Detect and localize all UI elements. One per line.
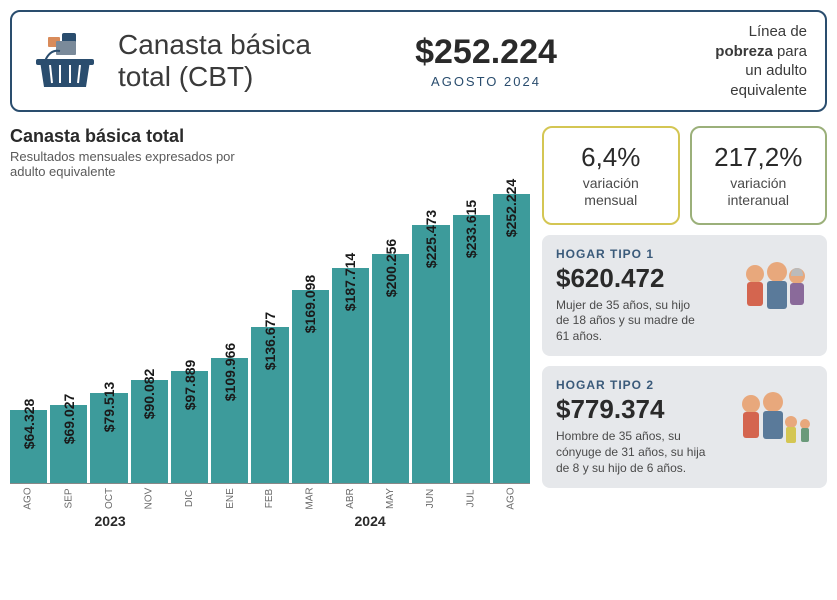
title-line2: total (CBT) [118,61,368,93]
bar: $187.714 [332,268,369,484]
variation-monthly-box: 6,4% variaciónmensual [542,126,680,225]
month-label: MAR [305,487,316,509]
hogar-2-value: $779.374 [556,394,725,425]
bar: $79.513 [90,393,127,484]
family-4-icon [735,388,813,466]
bar-wrap: $136.677FEB [251,189,288,484]
header-title: Canasta básica total (CBT) [118,29,368,93]
variation-monthly-percent: 6,4% [550,142,672,173]
bar-value-label: $225.473 [423,210,439,268]
chart-subtitle: Resultados mensuales expresados poradult… [10,149,530,179]
year-2024: 2024 [210,513,530,529]
bar-wrap: $69.027SEP [50,189,87,484]
month-label: NOV [144,488,155,510]
bar-wrap: $252.224AGO [493,189,530,484]
bar-value-label: $64.328 [21,399,37,450]
bar-chart: $64.328AGO$69.027SEP$79.513OCT$90.082NOV… [10,189,530,529]
bar-value-label: $136.677 [262,312,278,370]
chart-column: Canasta básica total Resultados mensuale… [10,126,530,529]
bar-value-label: $79.513 [101,381,117,432]
header-box: Canasta básica total (CBT) $252.224 AGOS… [10,10,827,112]
hogar-1-box: HOGAR TIPO 1 $620.472 Mujer de 35 años, … [542,235,827,357]
bar: $69.027 [50,405,87,484]
variation-yearly-percent: 217,2% [698,142,820,173]
bar-value-label: $97.889 [182,360,198,411]
bar-value-label: $69.027 [61,393,77,444]
bar-wrap: $169.098MAR [292,189,329,484]
date: AGOSTO 2024 [386,74,586,89]
x-axis [10,483,530,484]
hogar-2-title: HOGAR TIPO 2 [556,378,725,392]
bar-value-label: $200.256 [383,239,399,297]
bar-wrap: $79.513OCT [90,189,127,484]
month-label: DIC [184,490,195,507]
bar: $225.473 [412,225,449,484]
side-column: 6,4% variaciónmensual 217,2% variaciónin… [542,126,827,529]
bar-value-label: $169.098 [302,274,318,332]
variation-yearly-box: 217,2% variacióninteranual [690,126,828,225]
bar: $97.889 [171,371,208,484]
month-label: AGO [23,487,34,509]
bar: $136.677 [251,327,288,484]
month-label: AGO [506,487,517,509]
main-value: $252.224 [386,33,586,72]
bar-value-label: $187.714 [342,253,358,311]
bar: $169.098 [292,290,329,484]
hogar-2-text: HOGAR TIPO 2 $779.374 Hombre de 35 años,… [556,378,725,476]
bar-wrap: $109.966ENE [211,189,248,484]
basket-icon [30,31,100,91]
bar: $90.082 [131,380,168,484]
bar: $64.328 [10,410,47,484]
family-3-icon [735,256,813,334]
hogar-1-value: $620.472 [556,263,725,294]
month-label: JUN [425,489,436,508]
header-value: $252.224 AGOSTO 2024 [386,33,586,89]
bar: $233.615 [453,215,490,484]
month-label: OCT [104,488,115,509]
bar-value-label: $233.615 [463,200,479,258]
hogar-2-box: HOGAR TIPO 2 $779.374 Hombre de 35 años,… [542,366,827,488]
month-label: ABR [345,488,356,509]
bar-value-label: $90.082 [141,369,157,420]
bar-value-label: $252.224 [503,179,519,237]
variation-yearly-label: variacióninteranual [698,175,820,209]
title-line1: Canasta básica [118,29,368,61]
bar: $252.224 [493,194,530,484]
chart-title: Canasta básica total [10,126,530,147]
variation-monthly-label: variaciónmensual [550,175,672,209]
bar-wrap: $225.473JUN [412,189,449,484]
main-content: Canasta básica total Resultados mensuale… [10,126,827,529]
bar-wrap: $200.256MAY [372,189,409,484]
header-description: Línea depobreza paraun adultoequivalente [604,22,807,100]
month-label: JUL [466,490,477,508]
bar-wrap: $187.714ABR [332,189,369,484]
hogar-2-desc: Hombre de 35 años, sucónyuge de 31 años,… [556,429,725,476]
hogar-1-text: HOGAR TIPO 1 $620.472 Mujer de 35 años, … [556,247,725,345]
month-label: SEP [63,488,74,508]
month-label: FEB [265,489,276,508]
bar-wrap: $90.082NOV [131,189,168,484]
bar: $200.256 [372,254,409,484]
hogar-1-desc: Mujer de 35 años, su hijode 18 años y su… [556,298,725,345]
bar-value-label: $109.966 [222,342,238,400]
month-label: MAY [385,488,396,509]
bar-wrap: $64.328AGO [10,189,47,484]
bar: $109.966 [211,358,248,484]
month-label: ENE [224,488,235,509]
hogar-1-title: HOGAR TIPO 1 [556,247,725,261]
year-2023: 2023 [10,513,210,529]
year-labels: 2023 2024 [10,513,530,529]
bar-wrap: $97.889DIC [171,189,208,484]
variation-row: 6,4% variaciónmensual 217,2% variaciónin… [542,126,827,225]
bar-wrap: $233.615JUL [453,189,490,484]
